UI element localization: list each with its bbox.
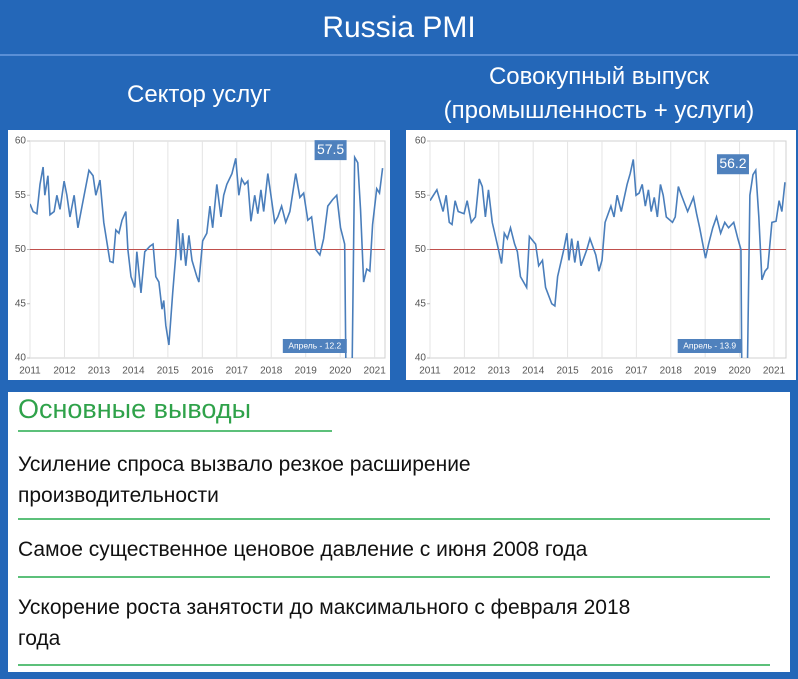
value-label: 57.5 <box>317 141 344 157</box>
y-tick-label: 45 <box>15 298 27 309</box>
findings-title: Основные выводы <box>18 394 251 424</box>
chart-title: Сектор услуг <box>126 81 272 108</box>
x-tick-label: 2012 <box>53 366 76 377</box>
x-tick-label: 2013 <box>488 366 511 377</box>
annotation: Апрель - 13.9 <box>683 340 736 350</box>
y-tick-label: 55 <box>415 190 427 201</box>
x-tick-label: 2016 <box>191 366 214 377</box>
x-tick-label: 2017 <box>226 366 249 377</box>
x-tick-label: 2018 <box>260 366 283 377</box>
x-tick-label: 2018 <box>660 366 683 377</box>
chart-title: Совокупный выпуск <box>488 63 710 90</box>
x-tick-label: 2012 <box>453 366 476 377</box>
separator <box>18 664 770 666</box>
x-tick-label: 2021 <box>364 366 387 377</box>
x-tick-label: 2011 <box>419 366 441 377</box>
x-tick-label: 2014 <box>522 366 545 377</box>
value-label-box <box>716 154 749 175</box>
finding: Ускорение роста занятости до максимально… <box>18 596 631 650</box>
y-tick-label: 40 <box>415 353 427 364</box>
y-tick-label: 55 <box>15 190 27 201</box>
annotation-box <box>677 339 742 353</box>
data-line <box>30 154 384 358</box>
title-underline <box>18 430 332 432</box>
chart: 2011 2012 2013 2014 2015 2016 2017 2018 2019 2020… <box>8 130 390 380</box>
y-tick-label: 60 <box>415 136 427 147</box>
finding: Усиление спроса вызвало резкое расширени… <box>18 453 471 507</box>
findings-panel: Основные выводы Усиление спроса вызвало … <box>8 392 790 672</box>
data-line <box>430 159 786 358</box>
x-tick-label: 2019 <box>295 366 318 377</box>
page-title: Russia PMI <box>0 0 798 56</box>
chart: 2011 2012 2013 2014 2015 2016 2017 2018 2019 2020… <box>406 130 796 380</box>
annotation-box <box>282 339 347 353</box>
x-tick-label: 2015 <box>157 366 180 377</box>
x-tick-label: 2020 <box>329 366 352 377</box>
y-tick-label: 60 <box>15 136 27 147</box>
x-tick-label: 2013 <box>88 366 111 377</box>
x-tick-label: 2020 <box>728 366 751 377</box>
x-tick-label: 2015 <box>556 366 579 377</box>
separator <box>18 576 770 578</box>
x-tick-label: 2021 <box>763 366 786 377</box>
chart-title: (промышленность + услуги) <box>443 97 755 124</box>
y-tick-label: 50 <box>15 244 27 255</box>
x-tick-label: 2017 <box>625 366 648 377</box>
x-tick-label: 2011 <box>19 366 41 377</box>
annotation: Апрель - 12.2 <box>288 340 341 350</box>
y-tick-label: 50 <box>415 244 427 255</box>
value-label: 56.2 <box>719 155 746 171</box>
x-tick-label: 2014 <box>122 366 145 377</box>
x-tick-label: 2019 <box>694 366 717 377</box>
separator <box>18 518 770 520</box>
finding: Самое существенное ценовое давление с ию… <box>18 538 588 561</box>
value-label-box <box>314 140 347 161</box>
y-tick-label: 45 <box>415 298 427 309</box>
y-tick-label: 40 <box>15 353 27 364</box>
x-tick-label: 2016 <box>591 366 614 377</box>
